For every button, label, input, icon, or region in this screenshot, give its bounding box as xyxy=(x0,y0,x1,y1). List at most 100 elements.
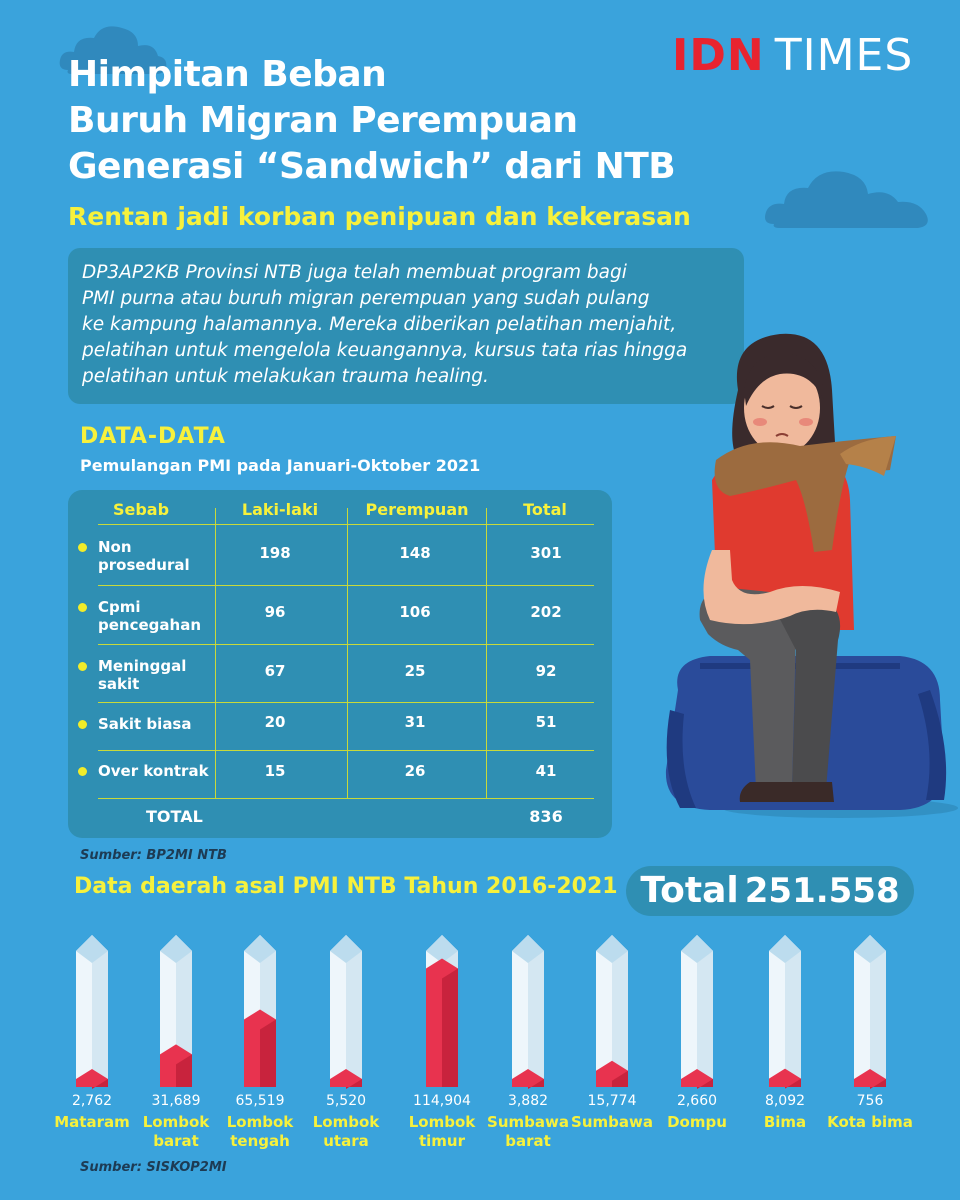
column-header-female: Perempuan xyxy=(365,500,469,519)
column-header-total: Total xyxy=(523,500,567,519)
cloud-icon xyxy=(765,171,928,228)
total-word: Total xyxy=(640,870,739,911)
bar-7 xyxy=(681,935,713,1089)
bullet-icon xyxy=(78,767,87,776)
bar-tube-shade xyxy=(870,935,886,1087)
bar-category-label: Lombok utara xyxy=(312,1113,380,1150)
data-subheading: Pemulangan PMI pada Januari-Oktober 2021 xyxy=(80,456,481,475)
page-title-line-1: Himpitan Beban xyxy=(68,54,387,95)
bar-value-label: 3,882 xyxy=(507,1093,549,1109)
page-subtitle: Rentan jadi korban penipuan dan kekerasa… xyxy=(68,202,691,231)
table-row-label: Over kontrak xyxy=(78,762,209,780)
bar-category-label: Lombok timur xyxy=(408,1113,476,1150)
bar-1 xyxy=(160,935,192,1087)
bar-value-label: 2,762 xyxy=(71,1093,113,1109)
bar-fill-shade xyxy=(528,1079,544,1089)
bar-8 xyxy=(769,935,801,1089)
bar-fill-shade xyxy=(612,1070,628,1087)
bar-tube-cap xyxy=(512,935,544,963)
bar-5 xyxy=(512,935,544,1089)
bar-fill-shade xyxy=(697,1079,713,1089)
bar-fill-shade xyxy=(785,1078,801,1089)
table-cell-male: 15 xyxy=(264,762,286,780)
table-cell-male: 198 xyxy=(259,544,291,562)
bar-tube-shade xyxy=(528,935,544,1087)
table-cell-total: 202 xyxy=(530,603,562,621)
table-cell-female: 148 xyxy=(399,544,431,562)
column-divider xyxy=(347,508,348,798)
bar-category-label: Bima xyxy=(763,1113,807,1131)
bar-value-label: 114,904 xyxy=(413,1093,471,1109)
total-badge: Total 251.558 xyxy=(626,866,914,916)
bar-category-label: Dompu xyxy=(667,1113,727,1131)
table-cell-female: 26 xyxy=(404,762,426,780)
column-header-male: Laki-laki xyxy=(241,500,319,519)
table-cell-female: 106 xyxy=(399,603,431,621)
page-title-line-3: Generasi “Sandwich” dari NTB xyxy=(68,146,676,187)
bar-fill xyxy=(854,1069,886,1087)
info-text-line: ke kampung halamannya. Mereka diberikan … xyxy=(82,314,677,335)
bar-category-label: Sumbawa barat xyxy=(487,1113,569,1150)
bar-value-label: 31,689 xyxy=(151,1093,201,1109)
table-cell-female: 31 xyxy=(404,713,426,731)
bar-value-label: 8,092 xyxy=(764,1093,806,1109)
bar-fill xyxy=(681,1069,713,1087)
bar-tube-shade xyxy=(92,935,108,1087)
row-divider xyxy=(98,585,594,586)
bar-tube-cap xyxy=(244,935,276,963)
bullet-icon xyxy=(78,662,87,671)
table-cell-male: 96 xyxy=(264,603,286,621)
bar-fill-shade xyxy=(870,1079,886,1089)
bullet-icon xyxy=(78,720,87,729)
bar-tube-shade xyxy=(697,935,713,1087)
bar-0 xyxy=(76,935,108,1089)
column-divider xyxy=(486,508,487,798)
bar-value-label: 65,519 xyxy=(235,1093,285,1109)
column-divider xyxy=(215,508,216,798)
repatriation-table: Sebab Laki-laki Perempuan Total Non prose… xyxy=(68,490,612,838)
total-number: 251.558 xyxy=(744,871,900,911)
woman-illustration xyxy=(665,333,958,818)
chart-source: Sumber: SISKOP2MI xyxy=(80,1160,227,1175)
bar-fill-shade xyxy=(346,1079,362,1089)
bar-fill-shade xyxy=(442,968,458,1087)
bar-value-label: 15,774 xyxy=(587,1093,637,1109)
chart-title: Data daerah asal PMI NTB Tahun 2016-2021 xyxy=(74,874,618,899)
page-title-line-2: Buruh Migran Perempuan xyxy=(68,100,578,141)
bar-fill-shade xyxy=(92,1079,108,1089)
bar-value-label: 2,660 xyxy=(676,1093,718,1109)
bullet-icon xyxy=(78,543,87,552)
bar-tube-cap xyxy=(330,935,362,963)
bar-tube-cap xyxy=(681,935,713,963)
bar-category-label: Lombok tengah xyxy=(226,1113,294,1150)
bar-tube-cap xyxy=(160,935,192,963)
table-source: Sumber: BP2MI NTB xyxy=(80,848,227,863)
bar-category-label: Mataram xyxy=(54,1113,130,1131)
bar-tube-cap xyxy=(854,935,886,963)
bar-category-label: Lombok barat xyxy=(142,1113,210,1150)
bar-tube-cap xyxy=(596,935,628,963)
table-cell-total: 92 xyxy=(535,662,557,680)
bar-tube-shade xyxy=(346,935,362,1087)
bar-value-label: 5,520 xyxy=(325,1093,367,1109)
table-row-label: Meninggal sakit xyxy=(78,657,186,693)
bar-fill xyxy=(512,1069,544,1087)
bar-fill xyxy=(769,1068,801,1087)
table-row-label: Non prosedural xyxy=(78,538,190,574)
bar-6 xyxy=(596,935,628,1087)
bar-9 xyxy=(854,935,886,1089)
table-row-label: Sakit biasa xyxy=(78,715,192,733)
cloud-icon xyxy=(59,26,167,74)
table-cell-male: 20 xyxy=(264,713,286,731)
bar-tube-shade xyxy=(612,935,628,1087)
row-divider xyxy=(98,524,594,525)
table-cell-male: 67 xyxy=(264,662,286,680)
row-divider xyxy=(98,702,594,703)
table-cell-total: 41 xyxy=(535,762,557,780)
row-divider xyxy=(98,644,594,645)
table-cell-total: 51 xyxy=(535,713,557,731)
table-total-label: TOTAL xyxy=(146,807,203,826)
row-divider xyxy=(98,798,594,799)
origin-region-chart xyxy=(76,935,886,1089)
bar-tube-shade xyxy=(785,935,801,1087)
